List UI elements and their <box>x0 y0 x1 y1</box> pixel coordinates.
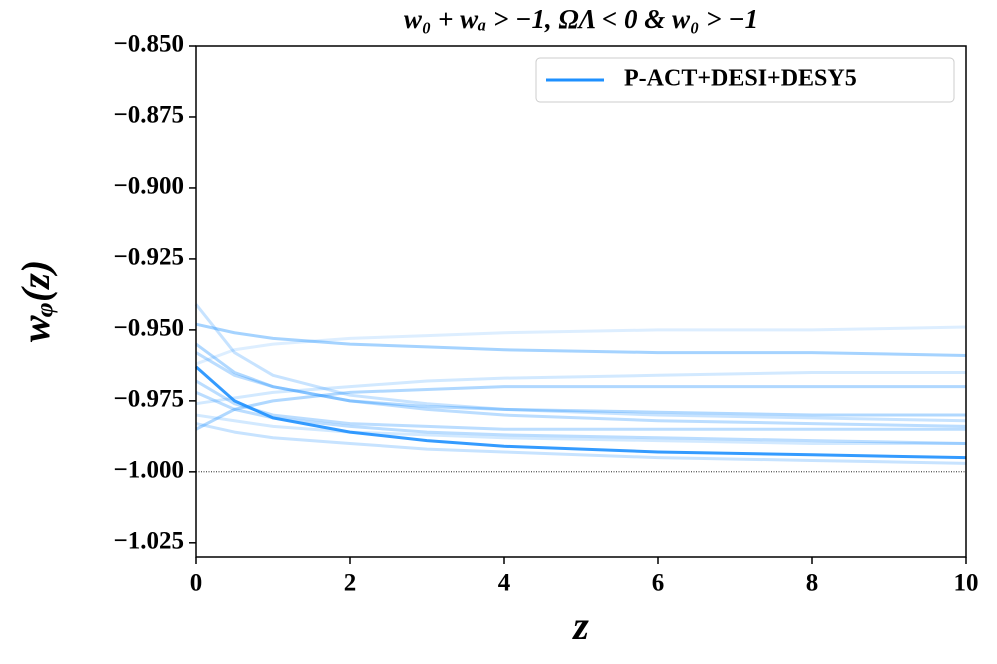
y-tick-label: −0.925 <box>114 244 185 271</box>
y-tick-label: −0.950 <box>114 315 185 342</box>
data-line <box>195 370 966 406</box>
x-tick-label: 4 <box>498 570 511 597</box>
data-line <box>195 365 967 460</box>
y-tick-label: −1.000 <box>114 457 185 484</box>
legend-label: P-ACT+DESI+DESY5 <box>624 66 857 92</box>
y-tick-label: −0.850 <box>114 31 185 58</box>
y-axis-label: wᵩ(z) <box>13 260 58 342</box>
data-line <box>195 351 967 428</box>
data-line <box>195 413 966 445</box>
y-tick-label: −0.975 <box>114 386 185 413</box>
x-tick-label: 6 <box>652 570 665 597</box>
x-tick-label: 2 <box>344 570 357 597</box>
x-axis-label: z <box>571 603 589 648</box>
y-tick-label: −0.875 <box>114 102 185 129</box>
data-line <box>195 390 967 445</box>
y-tick-label: −1.025 <box>114 528 185 555</box>
data-line <box>194 303 967 423</box>
x-tick-label: 8 <box>806 570 819 597</box>
y-tick-label: −0.900 <box>114 173 185 200</box>
chart-title: w₀ + wₐ > −1, ΩΛ < 0 & w₀ > −1 <box>404 4 758 34</box>
data-line <box>195 325 967 366</box>
data-line <box>195 322 967 357</box>
x-tick-label: 0 <box>190 570 203 597</box>
x-tick-label: 10 <box>954 570 979 597</box>
plot-frame <box>195 45 967 558</box>
data-line <box>195 422 967 465</box>
data-line <box>195 342 966 417</box>
legend-box <box>535 57 955 103</box>
